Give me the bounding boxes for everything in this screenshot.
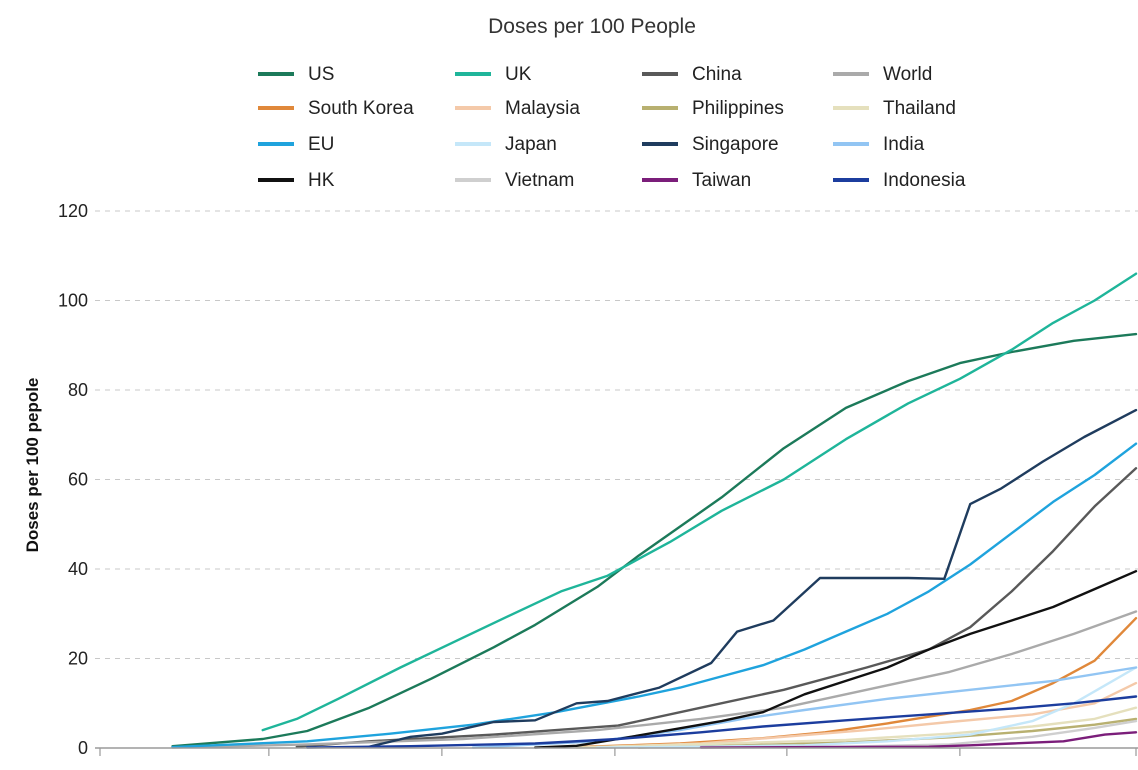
legend-label-philippines: Philippines bbox=[692, 98, 784, 119]
series-line-indonesia bbox=[306, 695, 1138, 749]
legend-label-vietnam: Vietnam bbox=[505, 170, 574, 191]
series-line-malaysia bbox=[596, 681, 1138, 749]
legend-label-india: India bbox=[883, 134, 925, 155]
y-tick-label-100: 100 bbox=[58, 291, 88, 311]
series-line-hk bbox=[533, 570, 1138, 749]
y-tick-label-120: 120 bbox=[58, 201, 88, 221]
legend-item-china: China bbox=[642, 64, 742, 85]
legend-label-eu: EU bbox=[308, 134, 334, 155]
legend-label-indonesia: Indonesia bbox=[883, 170, 966, 191]
legend-item-uk: UK bbox=[455, 64, 532, 85]
legend-label-world: World bbox=[883, 64, 932, 85]
legend-label-thailand: Thailand bbox=[883, 98, 956, 119]
y-tick-label-60: 60 bbox=[68, 470, 88, 490]
legend-item-world: World bbox=[833, 64, 932, 85]
x-axis-tick-marks bbox=[99, 748, 1137, 756]
legend-item-thailand: Thailand bbox=[833, 98, 956, 119]
series-line-us bbox=[171, 332, 1138, 748]
legend-item-malaysia: Malaysia bbox=[455, 98, 580, 119]
series-line-singapore bbox=[368, 408, 1138, 748]
legend-label-china: China bbox=[692, 64, 742, 85]
series-line-south-korea bbox=[575, 617, 1138, 749]
chart-legend: US UK China World South Korea Malaysia Philipp… bbox=[258, 64, 966, 191]
series-line-eu bbox=[171, 442, 1138, 749]
legend-item-singapore: Singapore bbox=[642, 134, 779, 155]
legend-item-us: US bbox=[258, 64, 334, 85]
y-tick-label-80: 80 bbox=[68, 380, 88, 400]
legend-label-japan: Japan bbox=[505, 134, 557, 155]
y-axis-ticks: 0 20 40 60 80 100 120 bbox=[58, 201, 88, 758]
legend-label-hk: HK bbox=[308, 170, 335, 191]
y-tick-label-0: 0 bbox=[78, 738, 88, 758]
gridlines bbox=[95, 210, 1138, 659]
legend-item-vietnam: Vietnam bbox=[455, 170, 574, 191]
series-line-world bbox=[171, 610, 1138, 749]
y-axis-label: Doses per 100 pepole bbox=[23, 378, 42, 553]
series-line-taiwan bbox=[699, 731, 1138, 749]
legend-item-japan: Japan bbox=[455, 134, 557, 155]
chart-title: Doses per 100 People bbox=[488, 15, 696, 38]
legend-item-south-korea: South Korea bbox=[258, 98, 414, 119]
legend-label-malaysia: Malaysia bbox=[505, 98, 580, 119]
legend-label-south-korea: South Korea bbox=[308, 98, 414, 119]
legend-label-us: US bbox=[308, 64, 334, 85]
series-line-uk bbox=[261, 272, 1138, 732]
legend-item-taiwan: Taiwan bbox=[642, 170, 751, 191]
y-tick-label-20: 20 bbox=[68, 649, 88, 669]
legend-item-philippines: Philippines bbox=[642, 98, 784, 119]
legend-label-singapore: Singapore bbox=[692, 134, 779, 155]
series-line-china bbox=[295, 467, 1138, 748]
series-line-thailand bbox=[575, 706, 1138, 749]
legend-item-hk: HK bbox=[258, 170, 335, 191]
y-tick-label-40: 40 bbox=[68, 559, 88, 579]
legend-label-uk: UK bbox=[505, 64, 532, 85]
legend-item-eu: EU bbox=[258, 134, 334, 155]
legend-item-india: India bbox=[833, 134, 925, 155]
series-lines bbox=[171, 272, 1138, 749]
legend-item-indonesia: Indonesia bbox=[833, 170, 966, 191]
legend-label-taiwan: Taiwan bbox=[692, 170, 751, 191]
